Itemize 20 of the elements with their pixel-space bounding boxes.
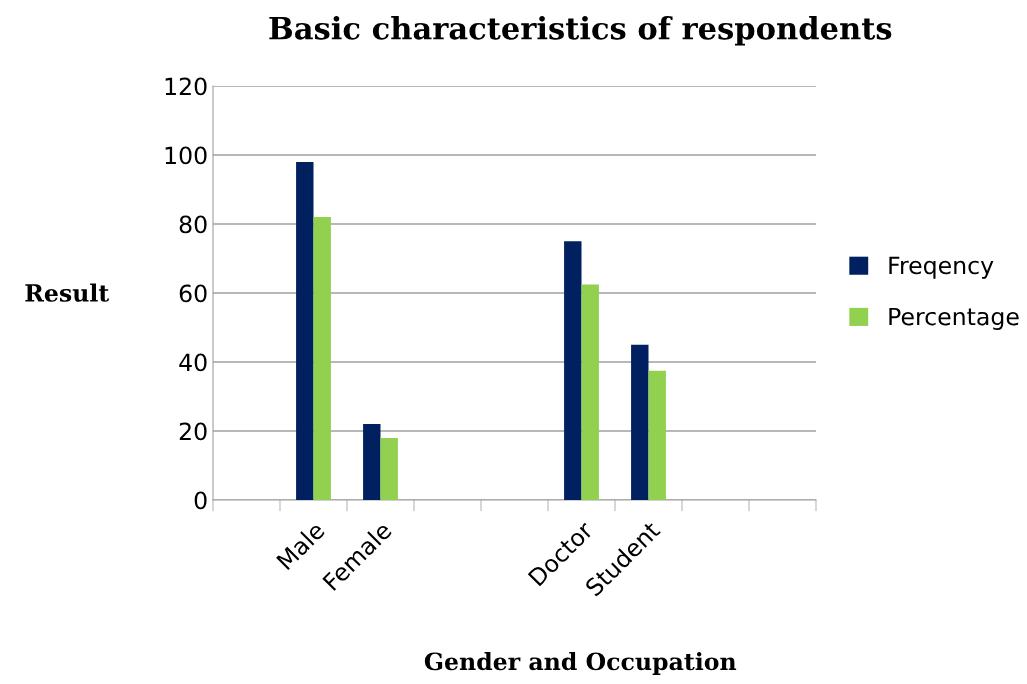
- y-axis-title: Result: [25, 283, 110, 302]
- bar: [564, 241, 582, 500]
- legend-label: Percentage: [889, 307, 1019, 331]
- bar: [631, 344, 649, 500]
- x-axis-title: Gender and Occupation: [424, 652, 737, 675]
- legend-label: Freqency: [889, 256, 994, 279]
- bar: [581, 284, 599, 500]
- y-tick-label: 0: [194, 491, 207, 510]
- chart-title: Basic characteristics of respondents: [269, 15, 892, 46]
- y-tick-label: 60: [179, 284, 207, 303]
- bar: [363, 424, 381, 500]
- y-tick-label: 100: [165, 146, 207, 165]
- bar: [380, 437, 398, 500]
- y-tick-label: 20: [179, 422, 207, 441]
- y-tick-label: 40: [179, 353, 207, 372]
- y-tick-label: 80: [179, 215, 207, 234]
- bar: [648, 370, 666, 500]
- bar: [296, 161, 314, 500]
- y-tick-label: 120: [165, 77, 207, 96]
- bar: [313, 217, 331, 500]
